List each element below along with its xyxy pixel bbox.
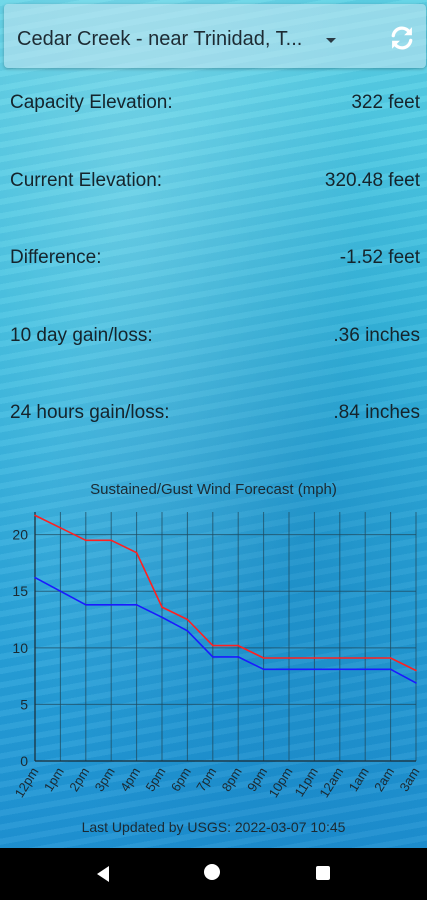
data-point [161,616,163,619]
x-tick-label: 1am [346,765,372,794]
x-tick-label: 3pm [92,765,118,794]
data-point [237,644,239,647]
x-tick-label: 12pm [12,765,42,801]
data-point [135,604,138,606]
data-point [339,657,341,659]
data-point [415,669,417,672]
data-point [85,604,87,606]
recents-icon[interactable] [316,866,330,880]
stat-value: .84 inches [333,402,420,423]
y-tick-label: 5 [20,696,28,712]
y-tick-label: 10 [12,640,28,656]
android-nav-bar [0,848,427,900]
data-point [161,606,163,608]
x-tick-label: 2am [371,765,397,794]
data-point [110,539,112,542]
data-point [313,657,316,659]
y-tick-label: 0 [20,753,28,769]
stat-value: 320.48 feet [324,170,420,191]
home-icon[interactable] [204,864,220,880]
back-icon[interactable] [95,865,111,883]
data-point [262,668,265,671]
data-point [288,657,290,659]
data-point [85,539,87,542]
x-tick-label: 11pm [291,765,320,800]
data-point [415,682,417,684]
chevron-down-icon [326,38,336,43]
data-point [389,657,392,659]
data-point [110,604,112,606]
stat-row-capacity-elevation: Capacity Elevation: 322 feet [10,92,420,122]
data-point [313,668,316,671]
data-point [237,656,239,658]
data-point [34,514,36,517]
x-tick-label: 5pm [142,765,168,794]
x-tick-label: 2pm [66,765,92,794]
stat-label: 24 hours gain/loss: [10,402,170,423]
data-point [34,576,36,579]
x-tick-label: 8pm [219,765,245,794]
stat-row-24-hours-gain-loss: 24 hours gain/loss: .84 inches [10,402,420,432]
stat-row-10-day-gain-loss: 10 day gain/loss: .36 inches [10,325,420,355]
series-line-0 [34,514,417,672]
x-tick-label: 3am [396,765,422,794]
station-dropdown-value: Cedar Creek - near Trinidad, T... [17,28,302,50]
data-point [364,668,367,671]
data-point [389,668,392,671]
x-tick-label: 7pm [193,765,219,794]
stat-label: 10 day gain/loss: [10,325,153,346]
stat-label: Capacity Elevation: [10,92,173,113]
data-point [364,657,367,659]
x-tick-label: 10pm [266,765,296,801]
station-dropdown[interactable]: Cedar Creek - near Trinidad, T... [4,4,344,68]
y-tick-label: 15 [12,583,28,599]
refresh-icon[interactable] [388,24,416,52]
data-point [339,668,341,671]
series-line-1 [34,576,417,684]
data-point [135,551,138,554]
data-point [212,656,214,658]
data-point [212,644,214,647]
stat-value: 322 feet [351,92,420,113]
last-updated-text: Last Updated by USGS: 2022-03-07 10:45 [81,819,346,835]
data-point [59,527,62,529]
stat-value: -1.52 feet [339,247,420,268]
x-tick-label: 1pm [41,765,67,794]
stat-label: Difference: [10,247,102,268]
data-point [288,668,290,671]
stat-row-difference: Difference: -1.52 feet [10,247,420,277]
data-point [59,590,62,593]
x-tick-label: 4pm [117,765,143,794]
chart-title: Sustained/Gust Wind Forecast (mph) [90,481,337,498]
data-point [186,630,189,632]
top-bar: Cedar Creek - near Trinidad, T... [4,4,426,68]
stat-row-current-elevation: Current Elevation: 320.48 feet [10,170,420,200]
stat-value: .36 inches [333,325,420,346]
data-point [186,618,189,621]
x-tick-label: 6pm [168,765,194,794]
x-tick-label: 12am [316,765,346,801]
stat-label: Current Elevation: [10,170,163,191]
data-point [262,657,265,659]
y-tick-label: 20 [12,527,28,543]
